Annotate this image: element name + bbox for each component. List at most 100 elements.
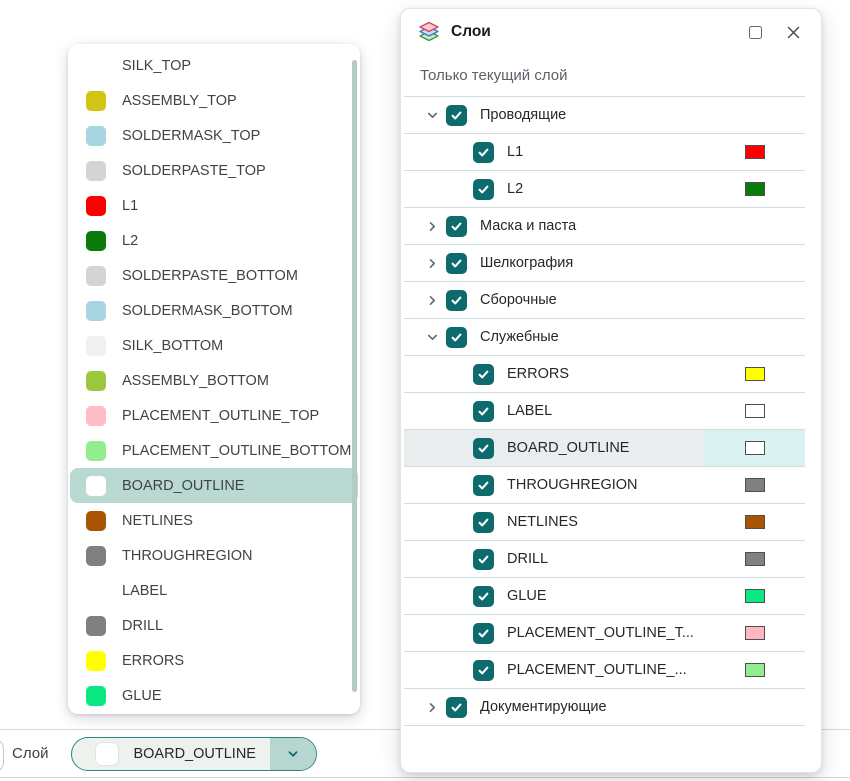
layer-list-item[interactable]: SILK_BOTTOM	[70, 328, 358, 363]
visibility-checkbox[interactable]	[473, 363, 494, 385]
visibility-checkbox[interactable]	[473, 585, 494, 607]
visibility-checkbox[interactable]	[473, 659, 494, 681]
layer-color-cell[interactable]	[704, 393, 805, 429]
layer-list-item[interactable]: LABEL	[70, 573, 358, 608]
window-titlebar[interactable]: Слои	[401, 9, 821, 55]
layer-list-label: L2	[122, 232, 139, 249]
visibility-checkbox[interactable]	[446, 252, 467, 274]
tree-layer-row[interactable]: THROUGHREGION	[404, 467, 805, 504]
visibility-checkbox[interactable]	[473, 437, 494, 459]
tree-layer-row[interactable]: BOARD_OUTLINE	[404, 430, 805, 467]
layer-list-item[interactable]: BOARD_OUTLINE	[70, 468, 358, 503]
cutoff-control-edge	[0, 739, 4, 772]
visibility-checkbox[interactable]	[473, 400, 494, 422]
tree-category-row[interactable]: Сборочные	[404, 282, 805, 319]
visibility-checkbox[interactable]	[446, 696, 467, 718]
layer-color-swatch	[86, 90, 106, 111]
tree-layer-row[interactable]: LABEL	[404, 393, 805, 430]
close-button[interactable]	[786, 25, 801, 40]
layer-color-swatch	[744, 552, 765, 566]
layer-color-cell[interactable]	[704, 652, 805, 688]
layer-color-cell[interactable]	[704, 615, 805, 651]
layer-list-label: PLACEMENT_OUTLINE_BOTTOM	[122, 442, 352, 459]
layer-color-cell[interactable]	[704, 541, 805, 577]
expand-chevron-icon[interactable]	[425, 256, 439, 270]
visibility-checkbox[interactable]	[446, 326, 467, 348]
expand-chevron-icon[interactable]	[425, 700, 439, 714]
layer-list-item[interactable]: ERRORS	[70, 643, 358, 678]
tree-category-label: Документирующие	[480, 699, 607, 715]
tree-layer-label: GLUE	[507, 588, 547, 604]
visibility-checkbox[interactable]	[473, 511, 494, 533]
current-layer-value: BOARD_OUTLINE	[133, 745, 256, 762]
tree-layer-row[interactable]: NETLINES	[404, 504, 805, 541]
visibility-checkbox[interactable]	[473, 548, 494, 570]
layer-list-label: SILK_TOP	[122, 57, 192, 74]
layer-list-item[interactable]: GLUE	[70, 678, 358, 713]
tree-layer-row[interactable]: PLACEMENT_OUTLINE_...	[404, 652, 805, 689]
layer-list-label: L1	[122, 197, 139, 214]
layer-color-cell[interactable]	[704, 504, 805, 540]
layer-list-item[interactable]: L2	[70, 223, 358, 258]
visibility-checkbox[interactable]	[473, 474, 494, 496]
layer-list-item[interactable]: THROUGHREGION	[70, 538, 358, 573]
check-icon	[451, 333, 462, 341]
layer-color-cell[interactable]	[704, 430, 805, 466]
layer-color-cell[interactable]	[704, 356, 805, 392]
layer-list-item[interactable]: ASSEMBLY_BOTTOM	[70, 363, 358, 398]
layer-list-item[interactable]: L1	[70, 188, 358, 223]
layer-color-swatch	[744, 367, 765, 381]
scrollbar-thumb[interactable]	[352, 60, 357, 692]
tree-category-row[interactable]: Служебные	[404, 319, 805, 356]
layer-list-item[interactable]: SOLDERPASTE_BOTTOM	[70, 258, 358, 293]
visibility-checkbox[interactable]	[473, 141, 494, 163]
visibility-checkbox[interactable]	[446, 104, 467, 126]
layer-list-item[interactable]: DRILL	[70, 608, 358, 643]
combobox-dropdown-button[interactable]	[270, 737, 317, 770]
tree-layer-row[interactable]: L1	[404, 134, 805, 171]
layer-color-swatch	[86, 160, 106, 181]
layer-color-cell[interactable]	[704, 171, 805, 207]
expand-chevron-icon[interactable]	[425, 293, 439, 307]
layer-list-label: NETLINES	[122, 512, 193, 529]
expand-chevron-icon[interactable]	[425, 330, 439, 344]
tree-category-row[interactable]: Проводящие	[404, 97, 805, 134]
tree-layer-label: BOARD_OUTLINE	[507, 440, 630, 456]
tree-layer-label: L2	[507, 181, 524, 197]
visibility-checkbox[interactable]	[473, 622, 494, 644]
tree-category-row[interactable]: Маска и паста	[404, 208, 805, 245]
layer-color-cell[interactable]	[704, 578, 805, 614]
layer-list-item[interactable]: SOLDERMASK_BOTTOM	[70, 293, 358, 328]
tree-layer-row[interactable]: L2	[404, 171, 805, 208]
maximize-button[interactable]	[749, 25, 762, 39]
layer-list-item[interactable]: ASSEMBLY_TOP	[70, 83, 358, 118]
only-current-layer-label: Только текущий слой	[420, 67, 568, 84]
layer-color-cell[interactable]	[704, 134, 805, 170]
visibility-checkbox[interactable]	[446, 215, 467, 237]
tree-category-row[interactable]: Шелкография	[404, 245, 805, 282]
only-current-layer-option[interactable]: Только текущий слой	[404, 55, 805, 97]
visibility-checkbox[interactable]	[446, 289, 467, 311]
tree-layer-row[interactable]: DRILL	[404, 541, 805, 578]
layer-color-swatch	[86, 230, 106, 251]
layer-color-swatch	[86, 125, 106, 146]
layer-list-item[interactable]: SOLDERPASTE_TOP	[70, 153, 358, 188]
layer-list-item[interactable]: NETLINES	[70, 503, 358, 538]
expand-chevron-icon[interactable]	[425, 219, 439, 233]
visibility-checkbox[interactable]	[473, 178, 494, 200]
tree-layer-label: L1	[507, 144, 524, 160]
layer-list-item[interactable]: PLACEMENT_OUTLINE_BOTTOM	[70, 433, 358, 468]
tree-category-row[interactable]: Документирующие	[404, 689, 805, 726]
layer-list-item[interactable]: SILK_TOP	[70, 48, 358, 83]
tree-layer-row[interactable]: PLACEMENT_OUTLINE_T...	[404, 615, 805, 652]
layer-list-item[interactable]: PLACEMENT_OUTLINE_TOP	[70, 398, 358, 433]
tree-layer-row[interactable]: ERRORS	[404, 356, 805, 393]
layer-color-cell[interactable]	[704, 467, 805, 503]
tree-layer-row[interactable]: GLUE	[404, 578, 805, 615]
layer-color-swatch	[86, 685, 106, 706]
layer-list-item[interactable]: SOLDERMASK_TOP	[70, 118, 358, 153]
window-title: Слои	[451, 23, 491, 40]
current-layer-combobox[interactable]: BOARD_OUTLINE	[71, 736, 318, 771]
expand-chevron-icon[interactable]	[425, 108, 439, 122]
layer-color-swatch	[86, 615, 106, 636]
